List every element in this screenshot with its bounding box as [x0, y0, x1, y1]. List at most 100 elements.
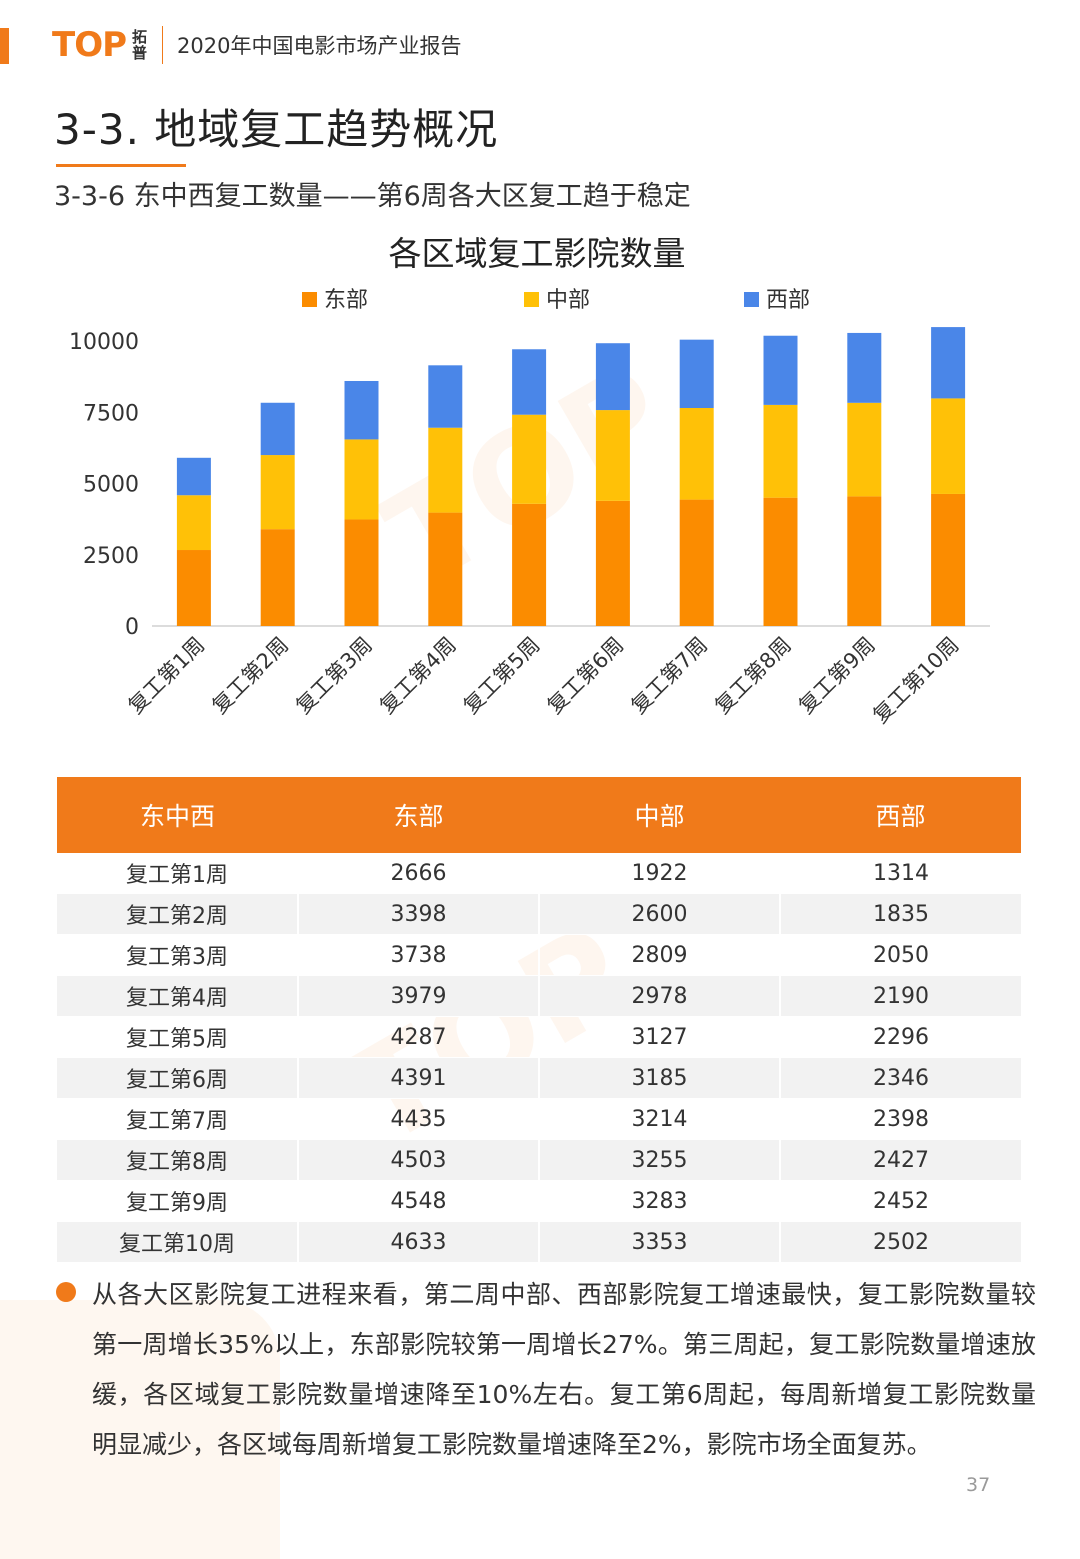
legend-label: 东部	[324, 288, 368, 313]
table-cell: 复工第10周	[57, 1221, 298, 1263]
table-cell: 2809	[538, 934, 780, 976]
table-cell: 3979	[297, 975, 539, 1017]
table-cell: 1835	[779, 893, 1021, 935]
report-title: 2020年中国电影市场产业报告	[177, 34, 462, 58]
table-row: 复工第5周 4287 3127 2296	[57, 1016, 1021, 1058]
x-tick-label: 复工第4周	[375, 633, 461, 719]
bar-segment	[595, 343, 630, 411]
table-cell: 4435	[297, 1098, 539, 1140]
table-cell: 3353	[538, 1221, 780, 1263]
bar-segment	[344, 380, 379, 440]
y-tick-label: 0	[125, 615, 139, 640]
bar-segment	[260, 455, 295, 530]
table-cell: 3255	[538, 1139, 780, 1181]
legend-swatch	[524, 292, 539, 307]
table-cell: 1922	[538, 853, 780, 894]
table-cell: 4287	[297, 1016, 539, 1058]
table-cell: 2452	[779, 1180, 1021, 1222]
table-row: 复工第4周 3979 2978 2190	[57, 975, 1021, 1017]
bar-segment	[931, 398, 966, 494]
brand-logo-cn: 拓普	[132, 28, 148, 62]
bar-segment	[344, 439, 379, 520]
bar-segment	[847, 496, 882, 626]
bar-segment	[595, 500, 630, 626]
table-cell: 2398	[779, 1098, 1021, 1140]
table-row: 复工第9周 4548 3283 2452	[57, 1180, 1021, 1222]
x-tick-label: 复工第7周	[626, 633, 712, 719]
table-cell: 2978	[538, 975, 780, 1017]
bar-segment	[512, 414, 547, 504]
table-cell: 复工第6周	[57, 1057, 298, 1099]
x-axis-labels: 复工第1周复工第2周复工第3周复工第4周复工第5周复工第6周复工第7周复工第8周…	[124, 633, 964, 728]
legend-label: 西部	[766, 288, 810, 313]
table-row: 复工第7周 4435 3214 2398	[57, 1098, 1021, 1140]
bar-segment	[763, 404, 798, 498]
bar-segment	[176, 550, 211, 626]
bar-segment	[512, 503, 547, 626]
table-cell: 3127	[538, 1016, 780, 1058]
table-cell: 3283	[538, 1180, 780, 1222]
sub-title: 3-3-6 东中西复工数量——第6周各大区复工趋于稳定	[54, 181, 691, 212]
bar-segment	[260, 402, 295, 456]
table-cell: 2600	[538, 893, 780, 935]
bar-segment	[428, 512, 463, 626]
bar-segment	[931, 493, 966, 626]
left-accent-bar	[0, 28, 9, 64]
table-cell: 复工第7周	[57, 1098, 298, 1140]
table-cell: 4633	[297, 1221, 539, 1263]
legend-label: 中部	[546, 288, 590, 313]
table-cell: 4503	[297, 1139, 539, 1181]
table-header-cell: 西部	[780, 777, 1021, 853]
brand-logo: TOP	[52, 25, 127, 65]
y-tick-label: 5000	[83, 473, 139, 498]
table-cell: 2050	[779, 934, 1021, 976]
table-header-cell: 东部	[298, 777, 539, 853]
bar-segment	[763, 497, 798, 626]
bar-segment	[763, 335, 798, 405]
legend-swatch	[302, 292, 317, 307]
bar-segment	[344, 519, 379, 626]
table-cell: 复工第9周	[57, 1180, 298, 1222]
x-tick-label: 复工第2周	[207, 633, 293, 719]
table-row: 复工第3周 3738 2809 2050	[57, 934, 1021, 976]
table-cell: 2666	[297, 853, 539, 894]
bar-segment	[847, 402, 882, 497]
table-row: 复工第8周 4503 3255 2427	[57, 1139, 1021, 1181]
table-cell: 复工第5周	[57, 1016, 298, 1058]
chart-legend: 东部 中部 西部	[302, 288, 810, 313]
x-tick-label: 复工第3周	[291, 633, 377, 719]
x-tick-label: 复工第6周	[543, 633, 629, 719]
bullet-dot-icon	[56, 1282, 76, 1302]
x-tick-label: 复工第1周	[124, 633, 210, 719]
x-tick-label: 复工第10周	[868, 633, 963, 728]
table-cell: 2296	[779, 1016, 1021, 1058]
table-cell: 1314	[779, 853, 1021, 894]
table-cell: 3214	[538, 1098, 780, 1140]
table-cell: 2427	[779, 1139, 1021, 1181]
y-tick-label: 2500	[83, 544, 139, 569]
bars-group	[176, 327, 966, 626]
summary-text: 从各大区影院复工进程来看，第二周中部、西部影院复工增速最快，复工影院数量较第一周…	[92, 1280, 1036, 1459]
bar-segment	[595, 410, 630, 501]
bar-segment	[679, 499, 714, 626]
table-cell: 3738	[297, 934, 539, 976]
page-number: 37	[966, 1474, 991, 1496]
table-cell: 2346	[779, 1057, 1021, 1099]
table-cell: 复工第8周	[57, 1139, 298, 1181]
bar-segment	[847, 332, 882, 403]
chart-title: 各区域复工影院数量	[389, 234, 686, 273]
table-cell: 4391	[297, 1057, 539, 1099]
bar-segment	[428, 427, 463, 513]
section-title: 3-3. 地域复工趋势概况	[54, 105, 499, 154]
table-cell: 3398	[297, 893, 539, 935]
table-cell: 复工第2周	[57, 893, 298, 935]
table-row: 复工第6周 4391 3185 2346	[57, 1057, 1021, 1099]
title-underline	[56, 164, 186, 167]
table-cell: 4548	[297, 1180, 539, 1222]
table-cell: 复工第3周	[57, 934, 298, 976]
bar-segment	[428, 365, 463, 428]
table-cell: 2190	[779, 975, 1021, 1017]
table-cell: 复工第4周	[57, 975, 298, 1017]
table-cell: 3185	[538, 1057, 780, 1099]
table-header-cell: 中部	[539, 777, 780, 853]
